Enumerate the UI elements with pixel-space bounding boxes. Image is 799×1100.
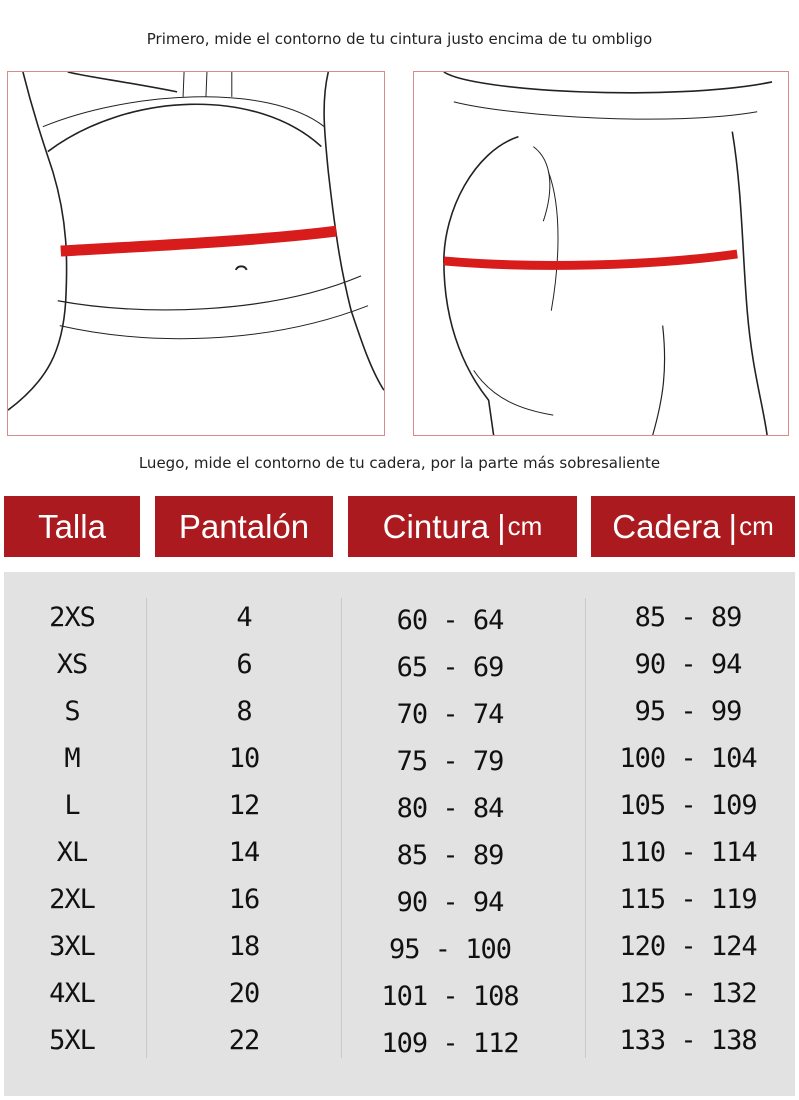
hip-cell: 90 - 94 xyxy=(634,649,743,680)
waist-cell: 109 - 112 xyxy=(381,1028,519,1059)
table-row: L 12 80 - 84 105 - 109 xyxy=(4,790,795,834)
pants-cell: 18 xyxy=(228,931,261,962)
size-cell: S xyxy=(64,696,80,727)
hip-cell: 105 - 109 xyxy=(619,790,757,821)
table-row: XS 6 65 - 69 90 - 94 xyxy=(4,649,795,693)
waist-cell: 70 - 74 xyxy=(396,699,505,730)
table-row: XL 14 85 - 89 110 - 114 xyxy=(4,837,795,881)
column-divider xyxy=(146,598,147,1058)
column-divider xyxy=(341,598,342,1058)
separator: | xyxy=(728,507,738,545)
separator: | xyxy=(497,507,506,545)
column-divider xyxy=(585,598,586,1058)
header-label: Talla xyxy=(38,507,106,545)
pants-cell: 16 xyxy=(228,884,261,915)
waist-instruction: Primero, mide el contorno de tu cintura … xyxy=(146,30,653,48)
size-cell: L xyxy=(64,790,80,821)
hip-cell: 110 - 114 xyxy=(619,837,757,868)
header-cintura: Cintura | cm xyxy=(348,496,577,557)
header-label: Cintura xyxy=(382,507,490,545)
header-unit: cm xyxy=(507,511,543,541)
size-cell: M xyxy=(64,743,80,774)
waist-cell: 85 - 89 xyxy=(396,840,505,871)
size-table: 2XS 4 60 - 64 85 - 89 XS 6 65 - 69 90 - 94 S 8 70 … xyxy=(4,572,795,1096)
size-cell: 4XL xyxy=(49,978,96,1009)
header-label: Cadera xyxy=(612,507,721,545)
hip-cell: 125 - 132 xyxy=(619,978,757,1009)
table-row: 2XL 16 90 - 94 115 - 119 xyxy=(4,884,795,928)
header-cadera: Cadera | cm xyxy=(591,496,795,557)
size-cell: 5XL xyxy=(49,1025,96,1056)
waist-cell: 101 - 108 xyxy=(381,981,519,1012)
header-talla: Talla xyxy=(4,496,140,557)
waist-cell: 75 - 79 xyxy=(396,746,505,777)
hip-cell: 100 - 104 xyxy=(619,743,757,774)
pants-cell: 20 xyxy=(228,978,261,1009)
header-unit: cm xyxy=(739,511,774,541)
hip-instruction: Luego, mide el contorno de tu cadera, po… xyxy=(138,454,661,472)
table-row: 2XS 4 60 - 64 85 - 89 xyxy=(4,602,795,646)
waist-cell: 80 - 84 xyxy=(396,793,505,824)
pants-cell: 10 xyxy=(228,743,261,774)
waist-illustration xyxy=(7,71,385,436)
pants-cell: 8 xyxy=(236,696,252,727)
header-label: Pantalón xyxy=(178,507,310,545)
size-cell: XS xyxy=(56,649,89,680)
size-cell: 2XS xyxy=(49,602,96,633)
pants-cell: 4 xyxy=(236,602,252,633)
waist-cell: 60 - 64 xyxy=(396,605,505,636)
table-row: S 8 70 - 74 95 - 99 xyxy=(4,696,795,740)
hip-cell: 120 - 124 xyxy=(619,931,757,962)
pants-cell: 22 xyxy=(228,1025,261,1056)
waist-cell: 65 - 69 xyxy=(396,652,505,683)
pants-cell: 6 xyxy=(236,649,252,680)
hip-illustration xyxy=(413,71,789,436)
table-row: M 10 75 - 79 100 - 104 xyxy=(4,743,795,787)
pants-cell: 14 xyxy=(228,837,261,868)
hip-cell: 95 - 99 xyxy=(634,696,743,727)
header-pantalon: Pantalón xyxy=(155,496,333,557)
pants-cell: 12 xyxy=(228,790,261,821)
hip-cell: 115 - 119 xyxy=(619,884,757,915)
waist-cell: 90 - 94 xyxy=(396,887,505,918)
waist-cell: 95 - 100 xyxy=(388,934,512,965)
size-cell: 3XL xyxy=(49,931,96,962)
table-row: 5XL 22 109 - 112 133 - 138 xyxy=(4,1025,795,1069)
size-cell: 2XL xyxy=(49,884,96,915)
hip-cell: 133 - 138 xyxy=(619,1025,757,1056)
size-cell: XL xyxy=(56,837,89,868)
table-row: 3XL 18 95 - 100 120 - 124 xyxy=(4,931,795,975)
table-row: 4XL 20 101 - 108 125 - 132 xyxy=(4,978,795,1022)
hip-cell: 85 - 89 xyxy=(634,602,743,633)
